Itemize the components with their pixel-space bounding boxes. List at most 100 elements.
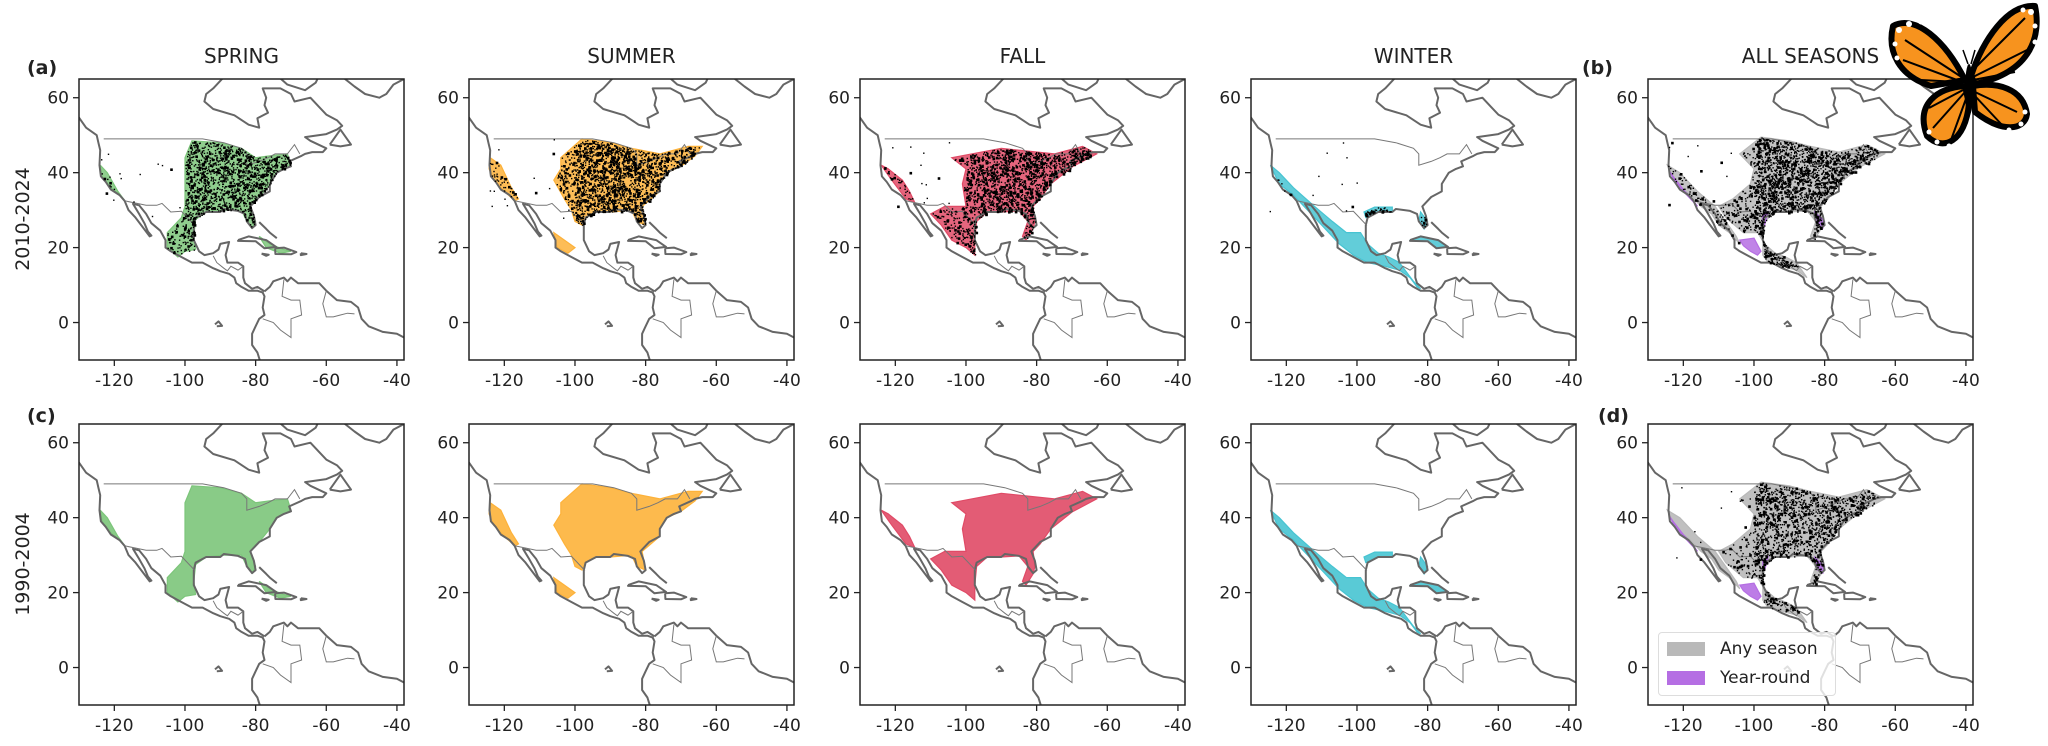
observation-dot <box>259 157 261 159</box>
observation-dot <box>1011 168 1013 170</box>
observation-dot <box>193 156 195 158</box>
observation-dot <box>972 252 974 254</box>
observation-dot <box>962 207 964 209</box>
observation-dot <box>191 149 194 151</box>
observation-dot <box>647 152 649 154</box>
observation-dot <box>969 237 972 239</box>
observation-dot <box>652 197 654 199</box>
observation-dot <box>601 149 604 151</box>
observation-dot <box>190 217 192 219</box>
observation-dot <box>628 160 630 162</box>
observation-dot <box>232 163 234 165</box>
observation-dot <box>234 192 237 194</box>
observation-dot <box>599 163 601 165</box>
observation-dot <box>573 154 575 156</box>
observation-dot <box>612 163 616 166</box>
observation-dot <box>887 172 889 175</box>
observation-dot <box>991 204 993 206</box>
observation-dot <box>1036 154 1038 157</box>
observation-dot <box>1003 196 1006 198</box>
observation-dot <box>590 197 592 199</box>
observation-dot <box>626 190 628 192</box>
observation-dot <box>208 168 210 170</box>
observation-dot <box>201 163 205 166</box>
observation-dot <box>228 192 230 194</box>
observation-dot <box>670 164 673 166</box>
country-border <box>1103 290 1136 318</box>
observation-dot <box>192 238 194 240</box>
observation-dot <box>558 176 561 178</box>
observation-dot <box>229 168 231 171</box>
observation-dot <box>113 188 116 191</box>
observation-dot <box>1062 172 1065 174</box>
observation-dot <box>225 186 228 188</box>
coastline <box>274 246 298 256</box>
observation-dot <box>606 148 610 152</box>
observation-dot <box>578 174 580 176</box>
observation-dot <box>626 158 629 160</box>
observation-dot <box>1033 211 1035 214</box>
observation-dot <box>989 180 992 182</box>
observation-dot <box>250 163 252 166</box>
observation-dot <box>647 175 649 177</box>
observation-dot <box>1030 218 1032 220</box>
observation-dot <box>641 173 644 175</box>
observation-dot <box>567 199 569 201</box>
observation-dot <box>604 151 606 154</box>
observation-dot <box>989 199 991 202</box>
observation-dot <box>494 180 497 182</box>
observation-dot <box>566 172 568 174</box>
observation-dot <box>250 173 253 176</box>
observation-dot <box>615 194 618 198</box>
observation-dot <box>1061 154 1063 157</box>
observation-dot <box>640 166 642 169</box>
observation-dot <box>227 185 230 187</box>
observation-dot <box>651 172 653 175</box>
observation-dot <box>223 146 226 149</box>
range-area-fall <box>880 164 917 204</box>
observation-dot <box>256 167 258 169</box>
observation-dot <box>263 174 265 177</box>
observation-dot <box>274 175 276 177</box>
observation-dot <box>260 183 262 185</box>
observation-dot <box>969 223 971 226</box>
observation-dot <box>263 188 266 190</box>
observation-dot <box>599 152 603 155</box>
observation-dot <box>509 191 512 193</box>
observation-dot <box>243 205 246 207</box>
observation-dot <box>1057 159 1061 162</box>
observation-dot <box>603 207 606 210</box>
observation-dot <box>563 170 565 172</box>
observation-dot <box>659 164 661 166</box>
observation-dot <box>576 149 578 151</box>
coastline <box>1055 246 1079 256</box>
observation-dot <box>654 175 656 177</box>
observation-dot <box>888 173 890 175</box>
observation-dot <box>665 166 667 168</box>
observation-dot <box>513 194 515 196</box>
observation-dot <box>991 186 993 188</box>
observation-dot <box>230 148 232 150</box>
observation-dot <box>231 176 233 178</box>
observation-dot <box>660 168 662 171</box>
observation-dot <box>1049 174 1053 177</box>
observation-dot <box>230 208 232 210</box>
observation-dot <box>954 229 957 232</box>
observation-dot <box>976 201 978 203</box>
observation-dot <box>974 248 976 250</box>
observation-dot <box>978 195 980 197</box>
observation-dot <box>986 168 989 170</box>
observation-dot <box>611 168 613 170</box>
observation-dot <box>635 167 638 170</box>
observation-dot <box>168 238 171 241</box>
observation-dot <box>954 225 957 227</box>
observation-dot <box>995 206 998 208</box>
observation-dot <box>979 166 982 170</box>
observation-dot <box>204 185 207 188</box>
observation-dot <box>201 212 203 215</box>
observation-dot <box>643 181 645 184</box>
observation-dot <box>629 200 631 202</box>
observation-dot <box>188 202 190 204</box>
observation-dot <box>600 205 603 207</box>
observation-dot <box>605 151 607 154</box>
